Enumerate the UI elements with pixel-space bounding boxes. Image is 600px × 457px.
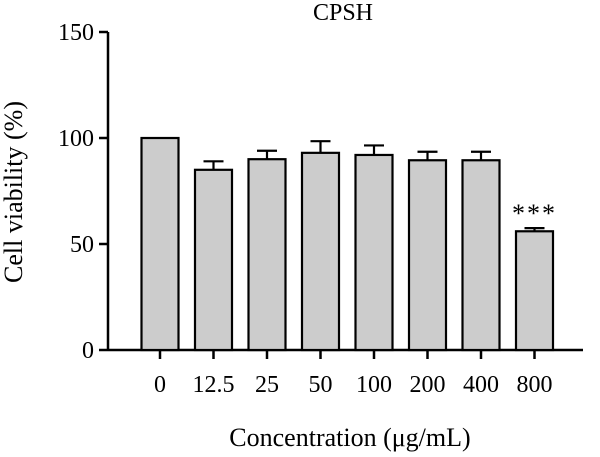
x-axis-title: Concentration (μg/mL) <box>229 423 470 452</box>
bar-400 <box>461 159 501 352</box>
bar-12.5 <box>193 168 234 352</box>
chart-title: CPSH <box>313 0 373 26</box>
x-tick-label-0: 0 <box>154 372 166 398</box>
y-axis-title: Cell viability (%) <box>0 101 28 283</box>
y-tick-label-50: 50 <box>70 232 94 258</box>
bar-0 <box>140 136 180 352</box>
x-tick-label-50: 50 <box>309 372 333 398</box>
x-tick-label-25: 25 <box>255 372 279 398</box>
bar-800 <box>514 230 555 352</box>
x-tick-label-100: 100 <box>356 372 392 398</box>
x-tick-label-200: 200 <box>410 372 446 398</box>
bar-50 <box>300 151 341 352</box>
significance-marker-800: *** <box>512 199 557 228</box>
x-tick-label-800: 800 <box>517 372 553 398</box>
bar-25 <box>247 158 287 352</box>
bar-100 <box>354 153 394 352</box>
y-tick-label-100: 100 <box>58 126 94 152</box>
x-tick-label-400: 400 <box>463 372 499 398</box>
y-tick-label-150: 150 <box>58 20 94 46</box>
y-tick-label-0: 0 <box>82 338 94 364</box>
bar-200 <box>407 159 448 352</box>
x-tick-label-12.5: 12.5 <box>193 372 235 398</box>
plot-area: 0 50 100 150 0 12.5 25 50 100 200 400 800 *** <box>58 20 583 398</box>
